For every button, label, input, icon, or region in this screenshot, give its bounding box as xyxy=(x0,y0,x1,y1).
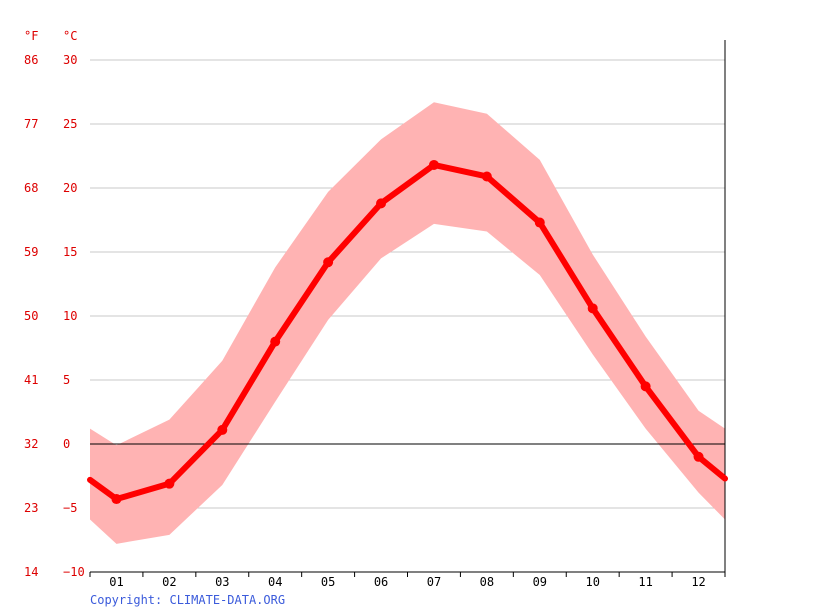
y-tick-label-c: 0 xyxy=(63,437,70,451)
copyright-text: Copyright: CLIMATE-DATA.ORG xyxy=(90,593,286,607)
y-tick-label-c: 25 xyxy=(63,117,77,131)
x-tick-label: 10 xyxy=(585,575,599,589)
y-tick-label-c: 15 xyxy=(63,245,77,259)
unit-label-c: °C xyxy=(63,29,77,43)
mean-temperature-point xyxy=(164,478,175,489)
y-tick-label-f: 77 xyxy=(24,117,38,131)
y-tick-label-f: 68 xyxy=(24,181,38,195)
x-tick-label: 05 xyxy=(321,575,335,589)
y-tick-label-c: −10 xyxy=(63,565,85,579)
y-tick-label-f: 14 xyxy=(24,565,38,579)
x-tick-label: 03 xyxy=(215,575,229,589)
y-tick-label-c: 5 xyxy=(63,373,70,387)
mean-temperature-point xyxy=(587,303,598,314)
x-tick-label: 06 xyxy=(374,575,388,589)
x-tick-label: 07 xyxy=(427,575,441,589)
x-tick-label: 08 xyxy=(480,575,494,589)
y-tick-label-f: 32 xyxy=(24,437,38,451)
y-tick-label-f: 41 xyxy=(24,373,38,387)
x-tick-label: 04 xyxy=(268,575,282,589)
mean-temperature-point xyxy=(640,381,651,392)
temperature-range-band xyxy=(90,102,725,544)
x-tick-label: 09 xyxy=(533,575,547,589)
mean-temperature-point xyxy=(217,424,228,435)
mean-temperature-point xyxy=(481,171,492,182)
y-tick-label-f: 86 xyxy=(24,53,38,67)
y-tick-label-c: 20 xyxy=(63,181,77,195)
mean-temperature-point xyxy=(323,257,334,268)
mean-temperature-point xyxy=(376,198,387,209)
x-tick-label: 11 xyxy=(638,575,652,589)
mean-temperature-point xyxy=(428,159,439,170)
y-tick-label-f: 23 xyxy=(24,501,38,515)
x-tick-label: 12 xyxy=(691,575,705,589)
mean-temperature-line xyxy=(87,161,728,503)
y-tick-label-f: 50 xyxy=(24,309,38,323)
y-tick-label-f: 59 xyxy=(24,245,38,259)
x-tick-label: 01 xyxy=(109,575,123,589)
mean-temperature-point xyxy=(270,336,281,347)
y-tick-label-c: 30 xyxy=(63,53,77,67)
y-tick-label-c: −5 xyxy=(63,501,77,515)
x-tick-label: 02 xyxy=(162,575,176,589)
mean-temperature-point xyxy=(693,451,704,462)
unit-label-f: °F xyxy=(24,29,38,43)
y-tick-label-c: 10 xyxy=(63,309,77,323)
mean-temperature-point xyxy=(111,494,122,505)
mean-temperature-point xyxy=(534,217,545,228)
